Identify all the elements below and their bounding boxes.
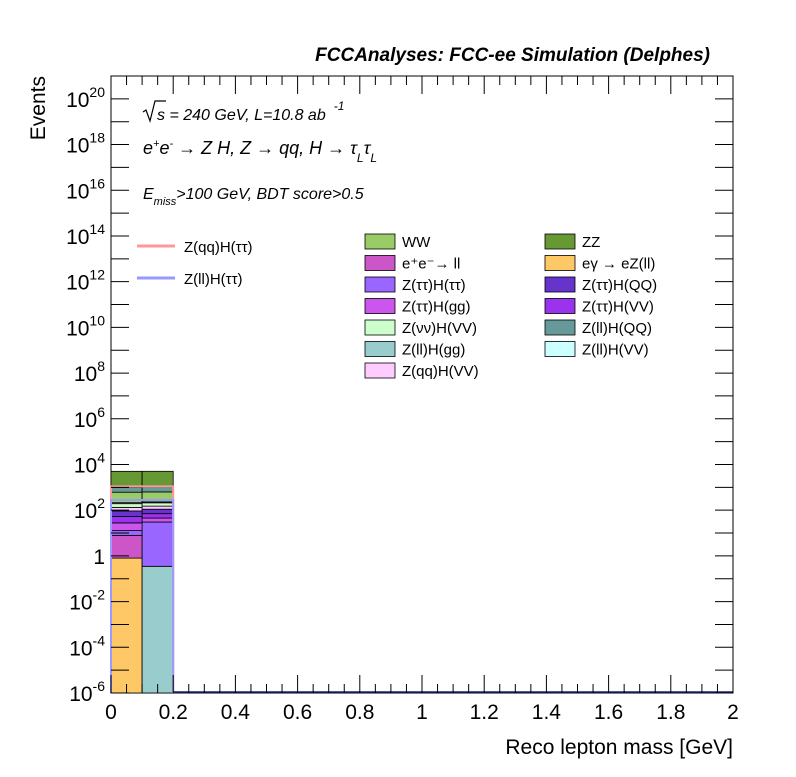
bar-segment bbox=[110, 535, 143, 559]
y-tick-label: 1020 bbox=[66, 84, 105, 112]
cut-annotation: Emiss>100 GeV, BDT score>0.5 bbox=[143, 186, 364, 208]
bar-segment bbox=[110, 516, 143, 524]
bar-segment bbox=[141, 470, 174, 488]
y-tick-label: 10-6 bbox=[69, 678, 105, 706]
y-tick-label: 1010 bbox=[66, 312, 105, 340]
bar-segment bbox=[141, 505, 174, 510]
legend-swatch bbox=[544, 341, 576, 357]
y-tick-label: 10-4 bbox=[69, 632, 105, 660]
legend-swatch bbox=[544, 298, 576, 314]
legend-label: Z(ll)H(VV) bbox=[582, 342, 649, 359]
x-tick-label: 1.2 bbox=[470, 701, 499, 724]
svg-text:Emiss>100 GeV, BDT score>0.5: Emiss>100 GeV, BDT score>0.5 bbox=[143, 186, 364, 208]
bar-segment bbox=[141, 565, 174, 694]
legend-label: Z(qq)H(ττ) bbox=[184, 239, 253, 256]
y-axis: 1020 1018 1016 1014 1012 1010 108 106 104 102 1 10-… bbox=[66, 75, 733, 706]
signal-line bbox=[110, 498, 175, 693]
bar-segment bbox=[141, 517, 174, 523]
energy-annotation: s = 240 GeV, L=10.8 ab-1 bbox=[142, 99, 344, 124]
x-tick-label: 2 bbox=[727, 701, 739, 724]
sqrt-symbol bbox=[142, 100, 166, 124]
legend-label: WW bbox=[402, 234, 431, 251]
bar-segment bbox=[110, 470, 143, 488]
y-tick-label: 1012 bbox=[66, 267, 105, 295]
legend-swatch bbox=[364, 276, 396, 293]
process-annotation: e+e- → Z H, Z → qq, H → τLτL bbox=[143, 138, 377, 165]
svg-text:s = 240 GeV, L=10.8 ab-1: s = 240 GeV, L=10.8 ab-1 bbox=[157, 99, 344, 124]
legend-swatch bbox=[364, 233, 396, 250]
stack-bars bbox=[110, 470, 174, 694]
bar-segment bbox=[110, 486, 143, 493]
bar-segment bbox=[141, 508, 174, 515]
x-tick-label: 0.4 bbox=[221, 701, 251, 724]
legend-label: eγ → eZ(ll) bbox=[582, 256, 655, 273]
legend-label: Z(qq)H(VV) bbox=[402, 363, 479, 380]
legend-swatch bbox=[364, 362, 396, 379]
legend-swatch bbox=[544, 319, 576, 336]
bar-segment bbox=[141, 521, 174, 567]
x-tick-label: 1 bbox=[416, 701, 428, 724]
y-tick-label: 104 bbox=[74, 449, 105, 477]
legend-label: Z(ττ)H(gg) bbox=[402, 299, 471, 316]
x-tick-label: 1.6 bbox=[594, 701, 623, 724]
legend-swatch bbox=[364, 341, 396, 357]
legend-swatch bbox=[544, 255, 576, 271]
legend-label: Z(ττ)H(ττ) bbox=[402, 277, 466, 294]
legend-label: Z(ll)H(gg) bbox=[402, 342, 465, 359]
legend-label: Z(ττ)H(VV) bbox=[582, 299, 654, 316]
svg-text:e+e- → Z H, Z → qq, H → τLτL: e+e- → Z H, Z → qq, H → τLτL bbox=[143, 138, 377, 165]
bar-segment bbox=[110, 522, 143, 531]
legend-label: Z(ll)H(ττ) bbox=[184, 271, 243, 288]
x-axis-label: Reco lepton mass [GeV] bbox=[505, 736, 733, 759]
legend-label: Z(ll)H(QQ) bbox=[582, 320, 652, 337]
chart-title: FCCAnalyses: FCC-ee Simulation (Delphes) bbox=[315, 45, 710, 66]
legend-swatch bbox=[364, 298, 396, 314]
legend-label: Z(ττ)H(QQ) bbox=[582, 277, 657, 294]
y-tick-label: 108 bbox=[74, 358, 105, 386]
x-axis: 0 0.2 0.4 0.6 0.8 1 1.2 1.4 1.6 1.8 2 bbox=[105, 76, 739, 724]
y-axis-label: Events bbox=[27, 76, 50, 140]
legend-swatch bbox=[364, 255, 396, 271]
y-tick-label: 106 bbox=[74, 404, 105, 432]
y-tick-label: 1018 bbox=[66, 130, 105, 158]
bar-segment bbox=[141, 513, 174, 519]
x-tick-label: 0 bbox=[105, 701, 117, 724]
y-tick-label: 1014 bbox=[66, 221, 105, 249]
bar-segment bbox=[110, 510, 143, 517]
legend-swatch bbox=[364, 319, 396, 336]
x-tick-label: 1.4 bbox=[532, 701, 562, 724]
y-tick-label: 1016 bbox=[66, 175, 105, 203]
bar-segment bbox=[141, 486, 174, 493]
legend-label: ZZ bbox=[582, 234, 600, 251]
y-tick-label: 102 bbox=[74, 495, 105, 523]
bar-segment bbox=[110, 491, 143, 504]
y-tick-label: 1 bbox=[93, 546, 105, 569]
x-tick-label: 1.8 bbox=[656, 701, 685, 724]
legend-swatch bbox=[544, 233, 576, 250]
x-tick-label: 0.8 bbox=[345, 701, 374, 724]
x-tick-label: 0.2 bbox=[159, 701, 188, 724]
x-tick-label: 0.6 bbox=[283, 701, 312, 724]
bar-segment bbox=[110, 503, 143, 508]
bar-segment bbox=[141, 502, 174, 507]
legend-label: Z(νν)H(VV) bbox=[402, 320, 477, 337]
legend: Z(qq)H(ττ) Z(ll)H(ττ) WW ZZ e⁺e⁻→ ll eγ → eZ(… bbox=[137, 233, 657, 380]
y-tick-label: 10-2 bbox=[69, 587, 105, 615]
legend-swatch bbox=[544, 276, 576, 293]
legend-label: e⁺e⁻→ ll bbox=[402, 256, 460, 273]
